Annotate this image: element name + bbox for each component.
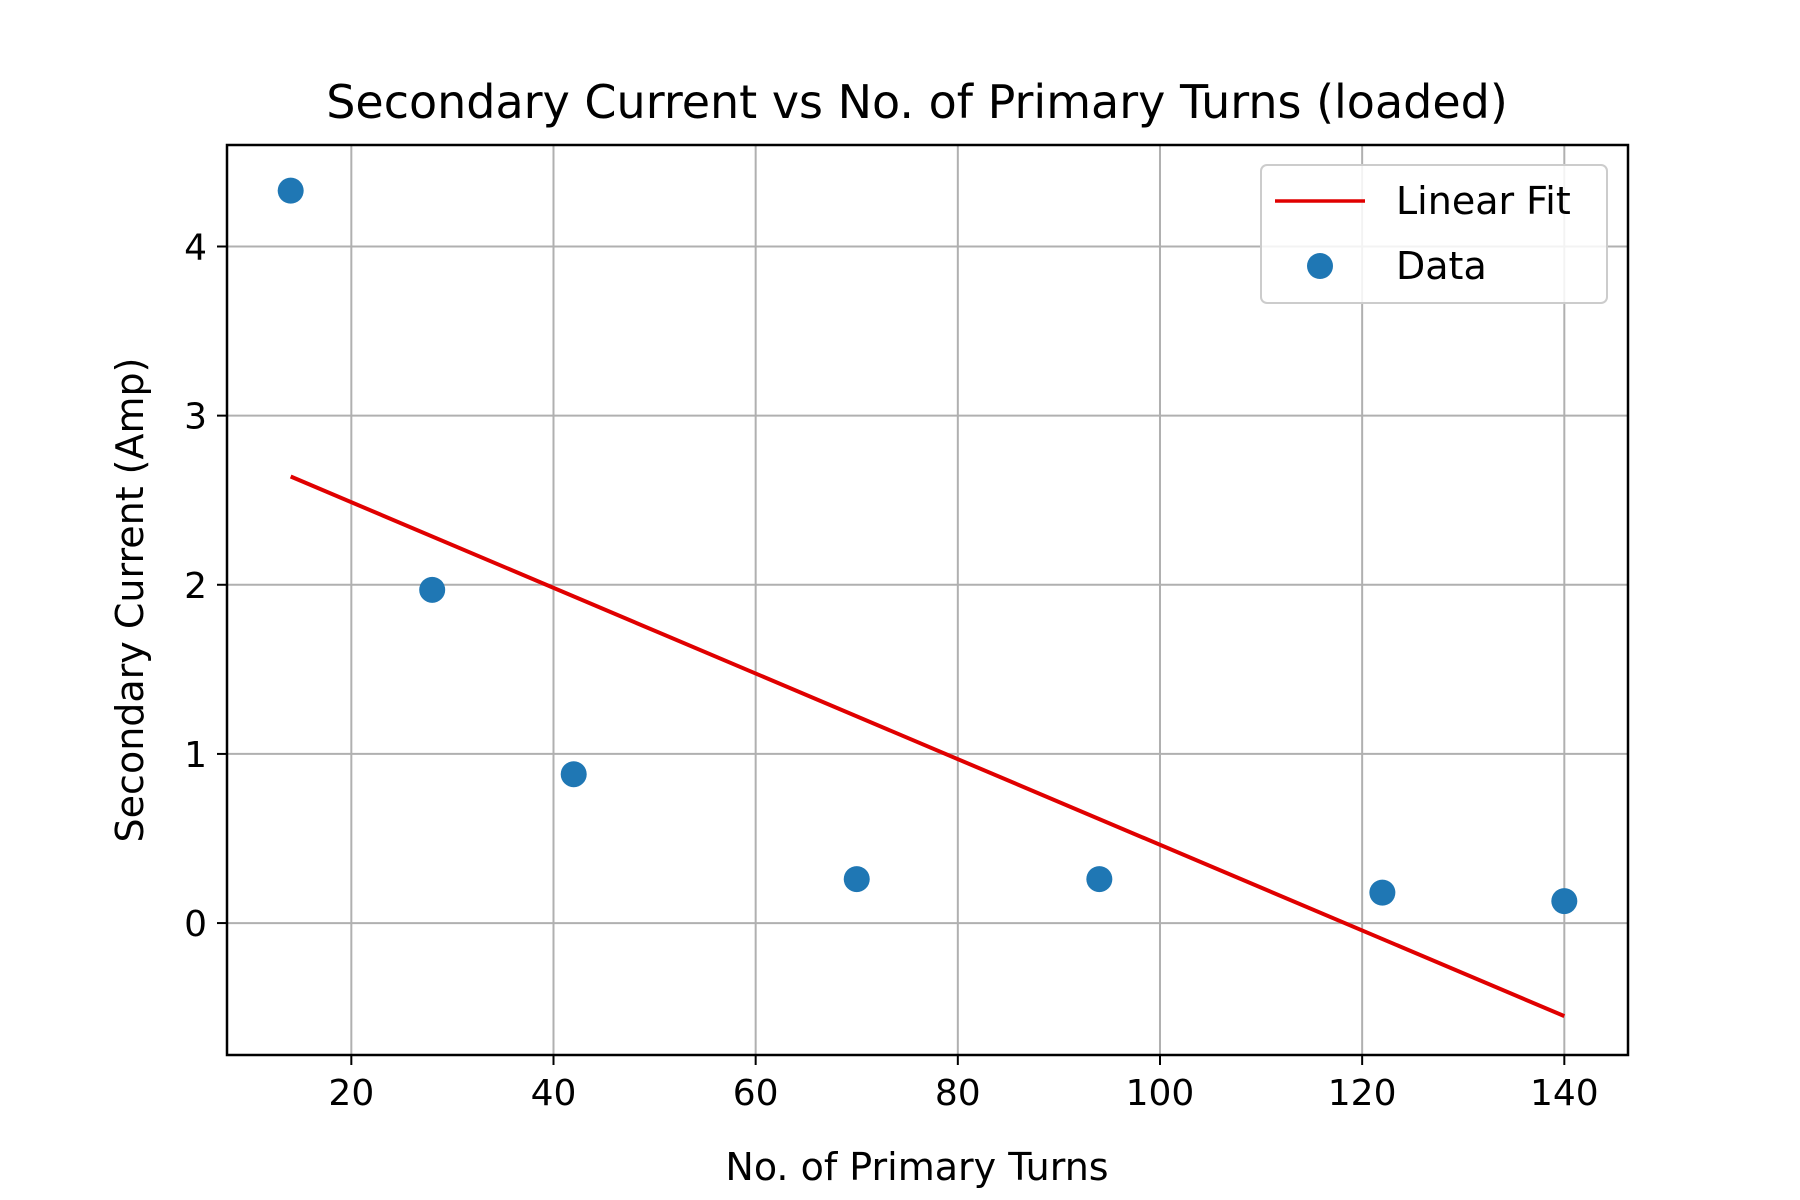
legend: Linear Fit Data [1260,164,1608,304]
chart-title: Secondary Current vs No. of Primary Turn… [326,75,1508,129]
data-point [277,177,304,204]
plot-frame [225,143,1630,1057]
y-tick-label: 1 [184,735,207,776]
y-tick-label: 0 [184,904,207,945]
data-points-layer [277,177,1578,915]
y-axis-ticks: 0 1 2 3 4 [184,227,227,945]
y-tick-label: 3 [184,397,207,438]
x-tick-label: 20 [328,1073,374,1114]
linear-fit-line [289,474,1566,1018]
legend-swatch-data [1307,253,1333,279]
x-tick-label: 120 [1328,1073,1397,1114]
legend-label-linear-fit: Linear Fit [1396,179,1571,223]
y-tick-label: 2 [184,566,207,607]
x-tick-label: 40 [531,1073,577,1114]
x-tick-label: 60 [733,1073,779,1114]
y-tick-label: 4 [184,227,207,268]
data-point [1551,888,1578,915]
x-tick-label: 80 [935,1073,981,1114]
y-axis-title: Secondary Current (Amp) [108,358,152,843]
grid-lines [227,145,1628,1055]
legend-label-data: Data [1396,244,1487,288]
data-point [843,866,870,893]
linear-fit-layer [289,474,1566,1018]
data-point [560,761,587,788]
x-tick-label: 140 [1530,1073,1599,1114]
data-point [419,576,446,603]
x-axis-ticks: 20 40 60 80 100 120 140 [328,1055,1599,1114]
x-axis-title: No. of Primary Turns [725,1145,1108,1189]
x-tick-label: 100 [1126,1073,1195,1114]
data-point [1369,879,1396,906]
data-point [1086,866,1113,893]
